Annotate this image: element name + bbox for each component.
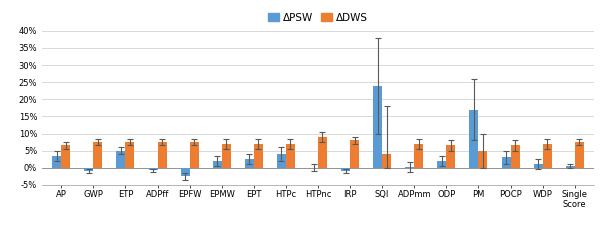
Bar: [533, 164, 542, 168]
Bar: [222, 144, 231, 168]
Bar: [125, 142, 134, 168]
Bar: [405, 167, 414, 168]
Bar: [542, 144, 551, 168]
Bar: [286, 144, 295, 168]
Bar: [350, 140, 359, 168]
Bar: [502, 157, 511, 168]
Bar: [511, 146, 520, 168]
Bar: [181, 168, 190, 176]
Bar: [213, 161, 222, 168]
Bar: [318, 137, 327, 168]
Bar: [437, 161, 446, 168]
Bar: [149, 168, 158, 170]
Bar: [478, 151, 487, 168]
Bar: [382, 154, 391, 168]
Bar: [94, 142, 103, 168]
Bar: [190, 142, 199, 168]
Bar: [158, 142, 167, 168]
Bar: [245, 159, 254, 168]
Bar: [575, 142, 584, 168]
Bar: [414, 144, 423, 168]
Bar: [61, 146, 70, 168]
Bar: [446, 146, 455, 168]
Bar: [373, 86, 382, 168]
Bar: [85, 168, 94, 171]
Bar: [277, 154, 286, 168]
Bar: [254, 144, 263, 168]
Bar: [566, 166, 575, 168]
Legend: ΔPSW, ΔDWS: ΔPSW, ΔDWS: [268, 13, 368, 23]
Bar: [52, 156, 61, 168]
Bar: [116, 151, 125, 168]
Bar: [469, 109, 478, 168]
Bar: [341, 168, 350, 171]
